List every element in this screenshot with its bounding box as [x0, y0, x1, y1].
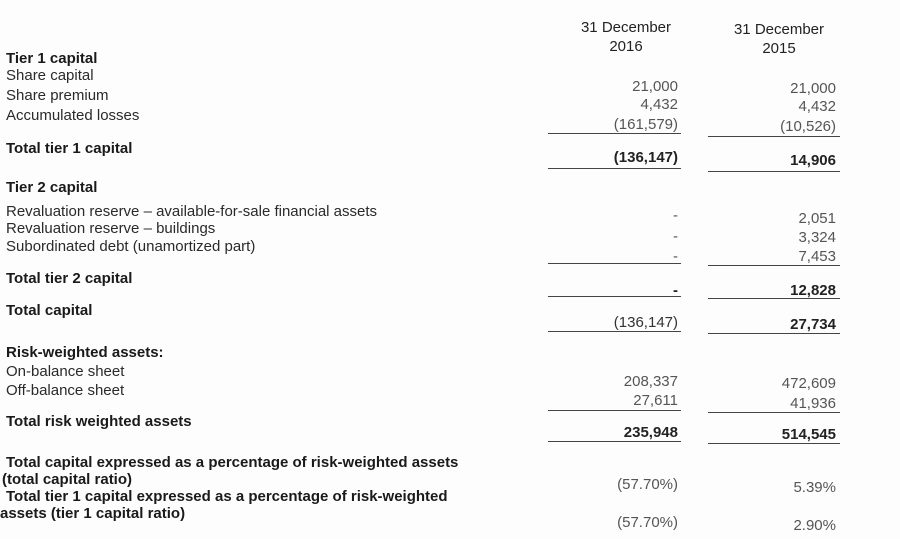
total-tier2-2015: 12,828 [790, 282, 836, 299]
row-label: Share capital [6, 67, 94, 84]
tier1-ratio-2016: (57.70%) [617, 514, 678, 531]
divider [708, 298, 840, 299]
total-capital-2015: 27,734 [790, 316, 836, 333]
divider [548, 168, 681, 169]
ratio-label-line1: Total capital expressed as a percentage … [6, 454, 459, 471]
value-2015: 472,609 [781, 375, 836, 392]
column-header-2015: 31 December 2015 [719, 20, 839, 58]
value-2015: 4,432 [798, 98, 836, 115]
divider [708, 171, 840, 172]
divider [548, 410, 681, 411]
row-label: Accumulated losses [6, 107, 140, 124]
ratio-label-line2: assets (tier 1 capital ratio) [0, 505, 186, 522]
value-2015: 3,324 [798, 229, 836, 246]
column-header-2015-line1: 31 December [733, 21, 825, 38]
divider [708, 443, 840, 444]
section-title-tier1: Tier 1 capital [6, 50, 98, 67]
row-label: Revaluation reserve – buildings [6, 220, 216, 237]
column-header-2015-line2: 2015 [762, 40, 796, 57]
row-label: Revaluation reserve – available-for-sale… [6, 203, 378, 220]
total-rwa-label: Total risk weighted assets [6, 413, 192, 430]
divider [708, 333, 840, 334]
divider [548, 263, 681, 264]
total-capital-label: Total capital [6, 302, 93, 319]
value-2016: - [673, 228, 678, 245]
divider [548, 441, 681, 442]
total-tier1-2016: (136,147) [613, 149, 678, 166]
total-tier2-label: Total tier 2 capital [6, 270, 133, 287]
divider [548, 133, 681, 134]
total-rwa-2015: 514,545 [781, 426, 836, 443]
ratio-label-line1: Total tier 1 capital expressed as a perc… [6, 488, 448, 505]
row-label: Subordinated debt (unamortized part) [6, 238, 256, 255]
value-2015: 2,051 [798, 210, 836, 227]
column-header-2016-line2: 2016 [609, 38, 643, 55]
divider [708, 412, 840, 413]
total-rwa-2016: 235,948 [623, 424, 678, 441]
value-2016: (161,579) [613, 116, 678, 133]
value-2016: 208,337 [623, 373, 678, 390]
divider [548, 296, 681, 297]
section-title-rwa: Risk-weighted assets: [6, 344, 164, 361]
divider [708, 136, 840, 137]
total-capital-ratio-2016: (57.70%) [617, 476, 678, 493]
value-2015: 41,936 [790, 395, 836, 412]
total-capital-2016: (136,147) [613, 314, 678, 331]
value-2016: - [673, 248, 678, 265]
divider [708, 265, 840, 266]
value-2015: 21,000 [790, 80, 836, 97]
value-2016: 27,611 [633, 392, 678, 409]
total-capital-ratio-2015: 5.39% [793, 479, 836, 496]
total-tier1-label: Total tier 1 capital [6, 140, 133, 157]
section-title-tier2: Tier 2 capital [6, 179, 98, 196]
row-label: On-balance sheet [6, 363, 125, 380]
row-label: Share premium [6, 87, 109, 104]
row-label: Off-balance sheet [6, 382, 125, 399]
value-2016: 21,000 [632, 78, 678, 95]
ratio-label-line2: (total capital ratio) [2, 471, 133, 488]
column-header-2016: 31 December 2016 [566, 18, 686, 56]
value-2016: 4,432 [640, 96, 678, 113]
divider [548, 331, 681, 332]
total-tier2-2016: - [673, 282, 678, 299]
column-header-2016-line1: 31 December [580, 19, 672, 36]
total-tier1-2015: 14,906 [790, 152, 836, 169]
value-2015: 7,453 [798, 248, 836, 265]
tier1-ratio-2015: 2.90% [793, 517, 836, 534]
value-2016: - [673, 207, 678, 224]
value-2015: (10,526) [780, 118, 836, 135]
